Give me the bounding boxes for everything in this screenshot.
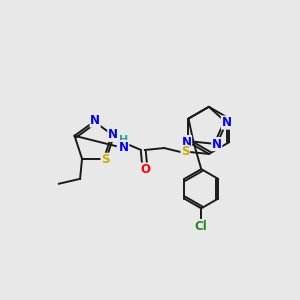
Text: S: S	[181, 146, 190, 158]
Text: N: N	[221, 116, 231, 129]
Text: H: H	[119, 135, 128, 145]
Text: N: N	[90, 114, 100, 127]
Text: N: N	[182, 136, 191, 148]
Text: N: N	[119, 141, 129, 154]
Text: S: S	[101, 153, 110, 166]
Text: N: N	[212, 138, 222, 151]
Text: O: O	[140, 163, 150, 176]
Text: Cl: Cl	[195, 220, 208, 232]
Text: N: N	[108, 128, 118, 141]
